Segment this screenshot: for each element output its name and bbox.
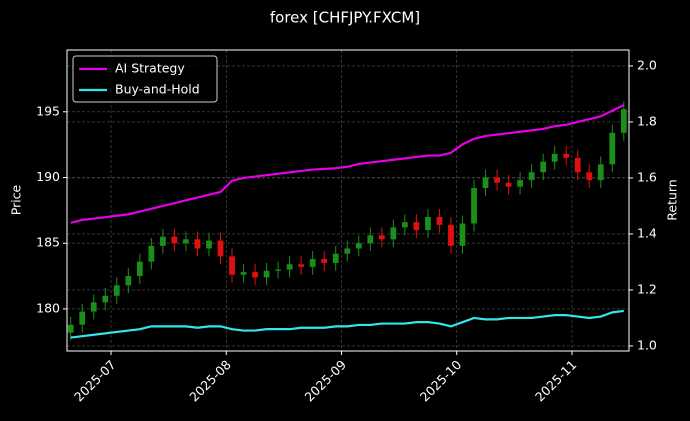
- candle-body: [136, 261, 143, 277]
- candle-body: [263, 270, 270, 278]
- candle-body: [183, 239, 189, 244]
- candle-body: [551, 153, 558, 162]
- x-tick-label: 2025-09: [302, 357, 350, 405]
- y2-tick-label: 1.4: [637, 225, 657, 240]
- candle-body: [494, 177, 500, 183]
- candle-body: [275, 269, 281, 271]
- candle-body: [586, 172, 593, 181]
- candle-body: [390, 227, 397, 240]
- candle-body: [540, 161, 547, 173]
- candle-body: [448, 224, 454, 246]
- candle-body: [113, 285, 120, 296]
- candle-body: [321, 258, 328, 263]
- candle-body: [194, 239, 201, 249]
- y2-tick-label: 1.2: [637, 281, 657, 296]
- candle-body: [102, 295, 109, 303]
- candle-body: [344, 248, 351, 254]
- chart-title: forex [CHFJPY.FXCM]: [270, 9, 420, 27]
- candle-body: [206, 240, 212, 249]
- legend-label: Buy-and-Hold: [115, 82, 200, 97]
- x-tick-label: 2025-08: [186, 357, 234, 405]
- y-tick-label: 185: [36, 235, 60, 250]
- series-line: [70, 309, 624, 339]
- candle-body: [67, 324, 74, 333]
- plot-frame: [66, 49, 630, 352]
- legend-box: [72, 55, 218, 103]
- candle-body: [425, 216, 431, 231]
- x-tick-label: 2025-11: [532, 357, 580, 405]
- candle-body: [528, 172, 535, 181]
- candle-body: [574, 157, 581, 173]
- candle-body: [355, 243, 362, 249]
- candle-body: [620, 109, 627, 133]
- candle-body: [459, 223, 466, 246]
- candle-body: [505, 182, 512, 187]
- candle-body: [517, 180, 523, 187]
- y-tick-label: 180: [36, 300, 60, 315]
- candle-body: [378, 235, 385, 240]
- candle-body: [229, 256, 235, 275]
- candle-body: [413, 222, 420, 231]
- candle-body: [159, 236, 166, 246]
- y2-tick-label: 1.8: [637, 113, 657, 128]
- candle-body: [298, 264, 305, 267]
- x-tick-label: 2025-10: [417, 357, 465, 405]
- y2-axis-label: Return: [665, 179, 680, 220]
- series-line: [70, 104, 625, 224]
- legend-label: AI Strategy: [115, 61, 185, 76]
- y2-tick-label: 1.6: [637, 169, 657, 184]
- candle-body: [563, 153, 570, 158]
- candle-body: [401, 222, 408, 228]
- candle-body: [79, 311, 86, 325]
- candle-body: [90, 302, 97, 312]
- candle-body: [436, 216, 443, 225]
- candle-body: [217, 240, 224, 257]
- candle-body: [367, 235, 374, 244]
- candle-body: [252, 272, 258, 278]
- candle-body: [471, 188, 477, 224]
- y2-tick-label: 1.0: [637, 337, 657, 352]
- candle-body: [309, 258, 316, 267]
- y-tick-label: 190: [36, 169, 60, 184]
- candle-body: [171, 236, 178, 244]
- y2-tick-label: 2.0: [637, 57, 657, 72]
- x-tick-label: 2025-07: [71, 357, 119, 405]
- y-axis-label: Price: [9, 184, 24, 215]
- candle-body: [332, 253, 339, 263]
- y-tick-label: 195: [36, 103, 60, 118]
- candle-body: [148, 245, 155, 262]
- candle-body: [482, 177, 489, 189]
- candle-body: [286, 264, 293, 270]
- candle-body: [597, 164, 604, 181]
- candle-body: [240, 272, 247, 275]
- candle-body: [125, 276, 132, 286]
- candle-body: [609, 132, 616, 165]
